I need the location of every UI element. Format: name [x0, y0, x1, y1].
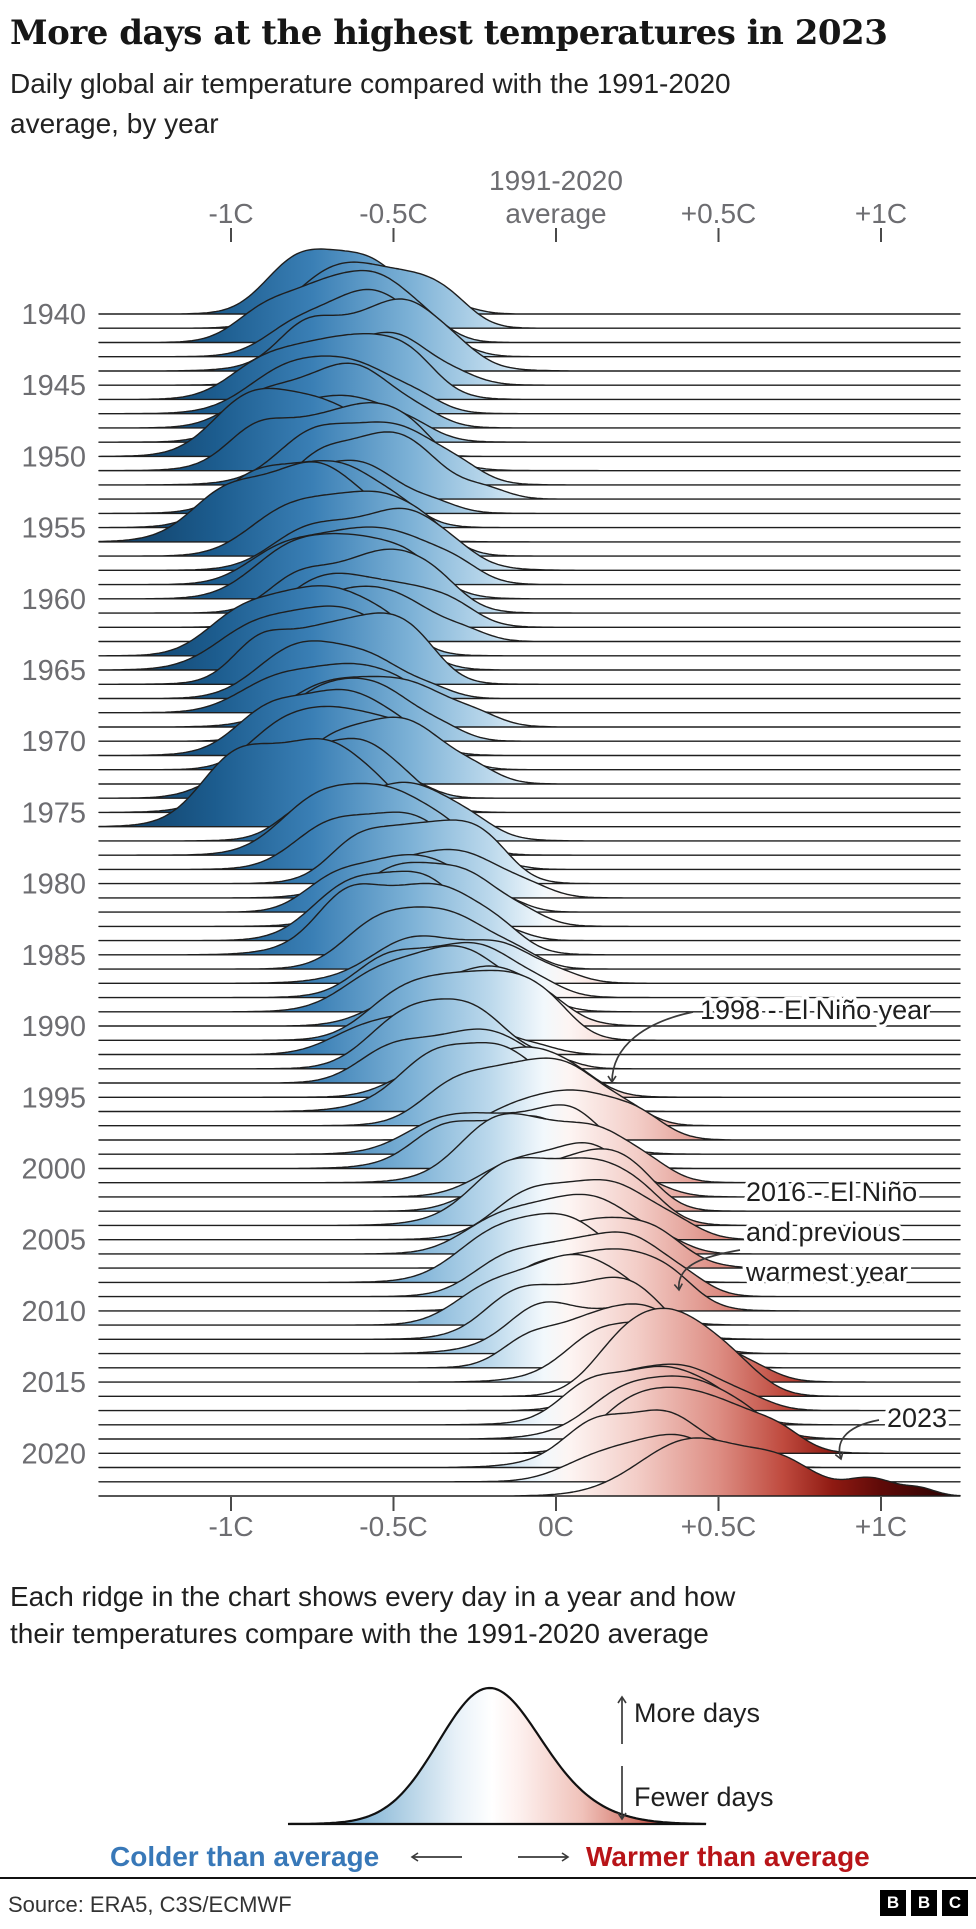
- chart-subtitle-line1: Daily global air temperature compared wi…: [10, 68, 731, 99]
- ridge-2019: [98, 1375, 961, 1440]
- chart-subtitle: Daily global air temperature compared wi…: [10, 64, 966, 144]
- top-axis-label-avg2: average: [505, 198, 606, 229]
- ridge-1997: [98, 1057, 961, 1127]
- top-axis-label: -1C: [208, 198, 253, 229]
- ridge-2001: [98, 1112, 961, 1184]
- ridge-2016: [98, 1307, 961, 1397]
- ridge-1943: [98, 288, 961, 358]
- bottom-axis-label: +0.5C: [681, 1511, 757, 1542]
- ridge-1940: [98, 248, 961, 315]
- ridge-1987: [98, 935, 961, 984]
- top-axis-label: +0.5C: [681, 198, 757, 229]
- top-axis-label-avg1: 1991-2020: [489, 165, 623, 196]
- bbc-logo-letter-c: C: [942, 1890, 968, 1916]
- year-label-1975: 1975: [21, 797, 86, 829]
- bottom-axis-label: -1C: [208, 1511, 253, 1542]
- chart-caption: Each ridge in the chart shows every day …: [10, 1578, 966, 1652]
- top-axis-label: -0.5C: [359, 198, 427, 229]
- chart-caption-line1: Each ridge in the chart shows every day …: [10, 1581, 736, 1612]
- year-label-1965: 1965: [21, 655, 86, 687]
- year-label-1945: 1945: [21, 370, 86, 402]
- annotation-2016-line3: warmest year: [745, 1257, 908, 1287]
- legend-fewer-days-label: Fewer days: [634, 1782, 774, 1812]
- year-label-2000: 2000: [21, 1153, 86, 1185]
- annotation-1998-line1: 1998 - El Niño year: [700, 995, 931, 1025]
- ridge-1942: [98, 269, 961, 344]
- ridge-2021: [98, 1409, 961, 1469]
- ridge-1992: [98, 1006, 961, 1056]
- year-label-1940: 1940: [21, 299, 86, 331]
- bottom-axis-label: +1C: [855, 1511, 907, 1542]
- year-label-1990: 1990: [21, 1011, 86, 1043]
- chart-caption-line2: their temperatures compare with the 1991…: [10, 1618, 709, 1649]
- year-label-1955: 1955: [21, 513, 86, 545]
- ridge-1983: [98, 861, 961, 928]
- source-credit: Source: ERA5, C3S/ECMWF: [8, 1892, 292, 1917]
- year-label-1995: 1995: [21, 1082, 86, 1114]
- year-label-2015: 2015: [21, 1367, 86, 1399]
- ridge-1980: [98, 819, 961, 885]
- legend-more-days-label: More days: [634, 1698, 760, 1728]
- legend-ridge: [287, 1686, 707, 1826]
- ridge-2022: [98, 1433, 961, 1483]
- ridge-2017: [98, 1363, 961, 1412]
- ridge-1982: [98, 854, 961, 913]
- year-label-1950: 1950: [21, 441, 86, 473]
- ridge-1946: [98, 333, 961, 401]
- year-label-1970: 1970: [21, 726, 86, 758]
- ridge-1979: [98, 811, 961, 871]
- bottom-axis-label: 0C: [538, 1511, 574, 1542]
- footer-divider: [0, 1877, 976, 1879]
- bbc-logo-letter-b2: B: [911, 1890, 937, 1916]
- legend-warmer-label: Warmer than average: [586, 1841, 870, 1872]
- ridge-2014: [98, 1303, 961, 1369]
- year-label-1980: 1980: [21, 869, 86, 901]
- annotation-arrow-2023: [834, 1419, 880, 1461]
- ridge-1985: [98, 882, 961, 956]
- annotation-2016-line2: and previous: [746, 1217, 901, 1247]
- ridge-1956: [98, 461, 961, 543]
- annotation-arrow-1998: [607, 1011, 694, 1084]
- annotation-2016-line1: 2016 - El Niño: [746, 1177, 917, 1207]
- ridge-2023: [98, 1437, 961, 1497]
- chart-subtitle-line2: average, by year: [10, 108, 219, 139]
- top-axis-label: +1C: [855, 198, 907, 229]
- annotation-arrow-2016: [673, 1249, 741, 1292]
- year-label-1960: 1960: [21, 584, 86, 616]
- bottom-axis-label: -0.5C: [359, 1511, 427, 1542]
- year-label-2020: 2020: [21, 1438, 86, 1470]
- legend-colder-label: Colder than average: [110, 1841, 379, 1872]
- annotation-2023-line1: 2023: [887, 1403, 947, 1433]
- ridge-1991: [98, 969, 961, 1041]
- ridge-1981: [98, 848, 961, 899]
- bbc-logo: B B C: [880, 1890, 968, 1916]
- year-label-1985: 1985: [21, 940, 86, 972]
- bbc-logo-letter-b1: B: [880, 1890, 906, 1916]
- year-label-2005: 2005: [21, 1225, 86, 1257]
- ridge-2013: [98, 1301, 961, 1355]
- ridge-2009: [98, 1231, 961, 1298]
- ridge-1988: [98, 941, 961, 999]
- year-label-2010: 2010: [21, 1296, 86, 1328]
- ridge-2020: [98, 1386, 961, 1454]
- page-title: More days at the highest temperatures in…: [10, 13, 888, 53]
- ridge-1941: [98, 261, 961, 329]
